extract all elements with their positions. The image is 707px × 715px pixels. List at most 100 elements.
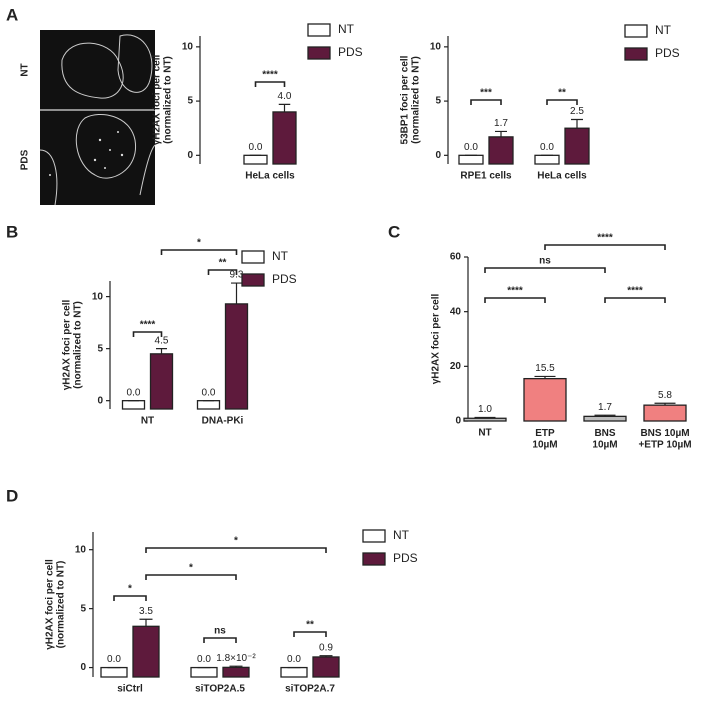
legend-label: NT <box>655 23 672 37</box>
y-axis-label: (normalized to NT) <box>56 561 67 649</box>
x-tick-label: ETP 10µM <box>532 428 557 451</box>
y-tick-label: 5 <box>97 343 103 354</box>
significance-label: **** <box>140 320 156 331</box>
x-tick-label: siTOP2A.7 <box>285 684 335 695</box>
panel-letter: D <box>6 486 18 505</box>
value-label: 0.0 <box>287 654 301 665</box>
x-tick-label: HeLa cells <box>245 171 295 182</box>
value-label: 9.3 <box>230 270 244 281</box>
value-label: 0.0 <box>127 387 141 398</box>
y-axis-label: 53BP1 foci per cell <box>400 55 411 144</box>
x-tick-label: BNS 10µM <box>592 428 617 451</box>
value-label: 0.0 <box>202 387 216 398</box>
significance-bracket <box>254 81 286 87</box>
y-axis-label: (normalized to NT) <box>163 56 174 144</box>
significance-label: **** <box>507 286 523 297</box>
significance-bracket <box>293 631 327 637</box>
x-tick-label: BNS 10µM +ETP 10µM <box>638 428 691 451</box>
value-label: 2.5 <box>570 106 584 117</box>
y-tick-label: 0 <box>187 150 193 161</box>
y-axis-label: (normalized to NT) <box>73 301 84 389</box>
micrograph-label: NT <box>20 63 31 76</box>
significance-bracket <box>470 99 502 105</box>
legend-label: NT <box>272 249 289 263</box>
bar <box>132 625 160 678</box>
micrograph <box>39 30 156 206</box>
x-tick-label: siCtrl <box>117 684 143 695</box>
legend-swatch <box>241 250 265 264</box>
error-bar <box>594 414 616 417</box>
value-label: 4.0 <box>278 91 292 102</box>
bar <box>100 666 128 678</box>
significance-bracket <box>484 267 606 273</box>
significance-bracket <box>145 574 237 580</box>
error-bar <box>139 618 153 627</box>
error-bar <box>278 103 291 112</box>
significance-bracket <box>484 297 546 303</box>
y-axis-label: γH2AX foci per cell <box>45 559 56 650</box>
bar <box>488 136 514 165</box>
x-tick-label: NT <box>141 416 154 427</box>
significance-label: *** <box>480 88 492 99</box>
value-label: 4.5 <box>155 335 169 346</box>
bar <box>534 154 560 165</box>
value-label: 1.7 <box>598 402 612 413</box>
bar <box>196 400 221 410</box>
value-label: 1.0 <box>478 404 492 415</box>
value-label: 1.7 <box>494 118 508 129</box>
x-tick-label: NT <box>478 428 491 439</box>
y-tick-label: 0 <box>97 395 103 406</box>
bar <box>149 353 174 410</box>
x-tick-label: DNA-PKi <box>202 416 244 427</box>
bar <box>222 666 250 678</box>
error-bar <box>654 402 676 406</box>
significance-bracket <box>604 297 666 303</box>
bar <box>272 111 297 165</box>
x-tick-label: HeLa cells <box>537 171 587 182</box>
legend-swatch <box>241 273 265 287</box>
significance-bracket <box>544 244 666 250</box>
y-tick-label: 5 <box>435 96 441 107</box>
legend-label: NT <box>393 528 410 542</box>
value-label: 0.0 <box>197 654 211 665</box>
x-tick-label: RPE1 cells <box>460 171 512 182</box>
value-label: 3.5 <box>139 606 153 617</box>
error-bar <box>474 416 496 419</box>
legend-label: PDS <box>338 45 363 59</box>
y-tick-label: 0 <box>435 150 441 161</box>
error-bar <box>319 655 333 657</box>
y-tick-label: 10 <box>92 291 104 302</box>
bar <box>280 666 308 678</box>
micrograph-label: PDS <box>20 149 31 170</box>
bar <box>243 154 268 165</box>
panel-letter: B <box>6 222 18 241</box>
value-label: 1.8×10⁻² <box>216 653 256 664</box>
legend-swatch <box>362 529 386 543</box>
panel-letter: C <box>388 222 400 241</box>
bar <box>643 404 687 422</box>
y-tick-label: 40 <box>450 306 462 317</box>
significance-label: ns <box>214 626 226 637</box>
significance-label: **** <box>627 286 643 297</box>
value-label: 5.8 <box>658 390 672 401</box>
bar <box>463 417 507 422</box>
significance-label: ns <box>539 256 551 267</box>
y-axis-label: γH2AX foci per cell <box>152 54 163 145</box>
error-bar <box>571 118 583 129</box>
significance-bracket <box>207 269 238 275</box>
significance-bracket <box>203 637 237 643</box>
significance-label: **** <box>262 70 278 81</box>
significance-label: * <box>234 536 238 547</box>
bar <box>583 415 627 422</box>
legend-swatch <box>362 552 386 566</box>
significance-bracket <box>132 331 163 337</box>
y-tick-label: 10 <box>75 544 87 555</box>
bar <box>224 303 249 410</box>
y-axis-label: γH2AX foci per cell <box>431 293 442 384</box>
y-axis-label: γH2AX foci per cell <box>62 299 73 390</box>
legend-label: PDS <box>272 272 297 286</box>
legend-swatch <box>624 24 648 38</box>
bar <box>121 400 146 410</box>
significance-label: * <box>197 238 201 249</box>
